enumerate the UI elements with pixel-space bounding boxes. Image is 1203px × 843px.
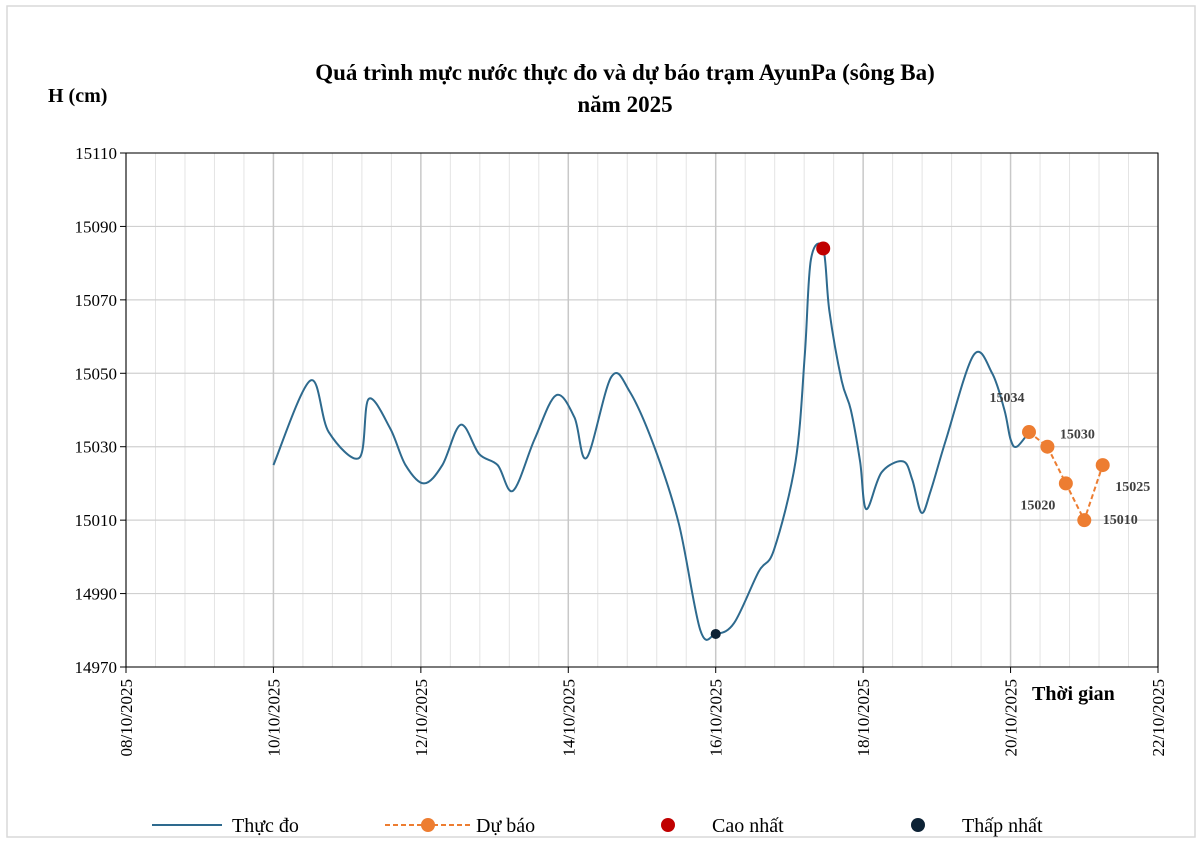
- data-label: 15010: [1103, 513, 1138, 528]
- x-tick-label: 10/10/2025: [264, 679, 283, 756]
- legend-label: Dự báo: [476, 815, 535, 837]
- x-tick-label: 12/10/2025: [412, 679, 431, 756]
- x-tick-label: 08/10/2025: [117, 679, 136, 756]
- legend-label: Thực đo: [232, 815, 299, 837]
- y-tick-label: 15010: [75, 511, 118, 530]
- x-tick-label: 20/10/2025: [1002, 679, 1021, 756]
- legend-label: Thấp nhất: [962, 815, 1043, 837]
- data-label: 15034: [990, 391, 1025, 406]
- marker: [1095, 458, 1110, 473]
- x-axis-label: Thời gian: [1032, 683, 1115, 705]
- x-tick-label: 18/10/2025: [854, 679, 873, 756]
- marker: [1040, 439, 1055, 454]
- plot-area: [125, 152, 1159, 668]
- y-tick-label: 15050: [75, 364, 118, 383]
- x-tick-label: 16/10/2025: [707, 679, 726, 756]
- chart-frame: [6, 5, 1196, 838]
- y-tick-label: 14990: [75, 585, 118, 604]
- line: [272, 242, 1030, 641]
- y-tick-label: 15070: [75, 291, 118, 310]
- y-tick-label: 15030: [75, 438, 118, 457]
- grid: [125, 152, 1159, 668]
- y-tick-label: 15090: [75, 217, 118, 236]
- y-tick-label: 14970: [75, 658, 118, 677]
- chart-title: năm 2025: [577, 92, 672, 117]
- marker: [1058, 476, 1073, 491]
- x-tick-label: 14/10/2025: [559, 679, 578, 756]
- legend-label: Cao nhất: [712, 815, 784, 837]
- marker: [816, 241, 831, 256]
- y-axis-label: H (cm): [48, 85, 107, 107]
- y-tick-label: 15110: [75, 144, 117, 163]
- legend-marker: [661, 818, 675, 832]
- data-label: 15020: [1020, 498, 1055, 513]
- marker: [1077, 513, 1092, 528]
- x-tick-label: 22/10/2025: [1149, 679, 1168, 756]
- chart-title: Quá trình mực nước thực đo và dự báo trạ…: [315, 60, 935, 85]
- legend-marker: [421, 818, 435, 832]
- marker: [1022, 425, 1036, 440]
- data-label: 15030: [1060, 428, 1095, 443]
- data-label: 15025: [1115, 480, 1150, 495]
- marker: [710, 628, 721, 639]
- legend-marker: [911, 818, 925, 832]
